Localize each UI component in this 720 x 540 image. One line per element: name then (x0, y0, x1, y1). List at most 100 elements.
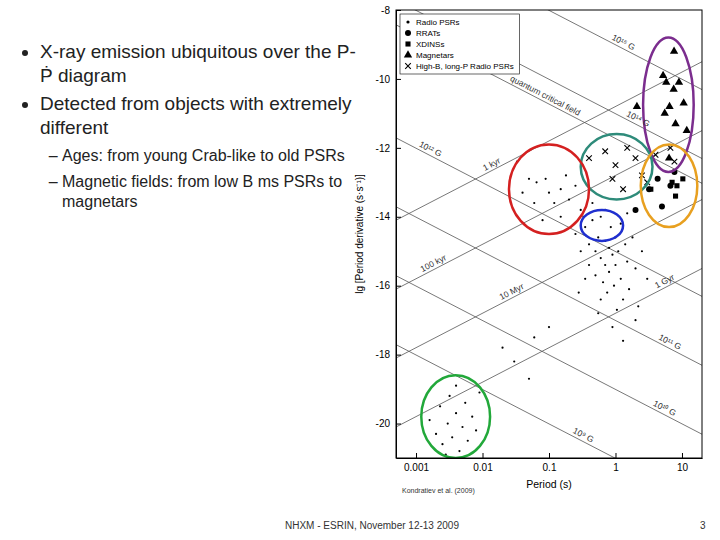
point (455, 412, 457, 414)
point (597, 236, 599, 238)
x-tick-label: 0.1 (543, 462, 557, 473)
point (580, 250, 582, 252)
reference-line (396, 131, 702, 290)
point (633, 207, 639, 213)
point (513, 360, 515, 362)
point (683, 126, 691, 133)
x-tick-mark (416, 453, 417, 458)
y-tick-mark (396, 286, 401, 287)
y-tick: -12 (376, 143, 401, 154)
x-tick-label: 10 (677, 462, 689, 473)
y-axis-line (396, 11, 397, 459)
y-tick-label: -20 (376, 418, 391, 429)
point (665, 102, 673, 109)
point (574, 185, 576, 187)
point (602, 148, 608, 154)
y-tick-label: -16 (376, 280, 391, 291)
plot-frame (396, 10, 702, 458)
series-group (586, 145, 677, 192)
point (464, 402, 466, 404)
x-tick: 0.1 (543, 453, 557, 473)
y-tick-mark (396, 148, 401, 149)
point (578, 291, 580, 293)
point (521, 192, 523, 194)
chart: 10¹⁵ G10¹⁴ Gquantum critical field10¹² G… (352, 0, 714, 496)
point (674, 183, 679, 188)
point (560, 188, 562, 190)
point (622, 298, 624, 300)
reference-label: 10⁹ G (571, 425, 595, 444)
reference-label: 1 kyr (481, 155, 502, 172)
reference-line (396, 276, 702, 435)
point (622, 340, 624, 342)
reference-label: 100 kyr (419, 252, 449, 274)
bullet-text: X-ray emission ubiquitous over the P-Ṗ d… (40, 41, 356, 86)
point (541, 219, 543, 221)
point (634, 267, 636, 269)
point (447, 422, 449, 424)
point (633, 155, 639, 161)
point (588, 243, 590, 245)
chart-container: 10¹⁵ G10¹⁴ Gquantum critical field10¹² G… (352, 0, 714, 500)
source-note: Kondratiev et al. (2009) (402, 487, 475, 495)
plot-area (396, 10, 702, 458)
legend-marker (404, 50, 412, 57)
point (646, 278, 648, 280)
reference-label: 1 Gyr (653, 272, 676, 291)
point (673, 194, 678, 199)
point (610, 176, 616, 182)
point (478, 391, 480, 393)
point (617, 250, 619, 252)
x-tick-mark (549, 453, 550, 458)
point (626, 260, 628, 262)
point (662, 78, 670, 85)
point (614, 264, 616, 266)
point (611, 254, 613, 256)
x-tick: 0.01 (473, 453, 493, 473)
point (600, 257, 602, 259)
footer: NHXM - ESRIN, November 12-13 2009 (285, 520, 459, 531)
reference-line (396, 10, 702, 159)
point (600, 216, 602, 218)
point (594, 250, 596, 252)
x-tick-label: 0.001 (404, 462, 429, 473)
x-axis-line (397, 458, 703, 459)
point (675, 78, 683, 85)
point (620, 278, 622, 280)
bullet-list: X-ray emission ubiquitous over the P-Ṗ d… (18, 40, 358, 212)
point (568, 198, 570, 200)
y-tick: -16 (376, 280, 401, 291)
sub-bullet: Magnetic fields: from low B ms PSRs to m… (62, 172, 358, 212)
point (528, 178, 530, 180)
y-tick-label: -18 (376, 349, 391, 360)
point (670, 47, 678, 54)
y-tick: -18 (376, 349, 401, 360)
bullet-text: Detected from objects with extremely dif… (40, 93, 352, 138)
y-tick-label: -8 (381, 5, 390, 16)
point (680, 98, 688, 105)
reference-line (396, 268, 702, 427)
x-tick-mark (615, 453, 616, 458)
legend-marker (405, 30, 411, 36)
point (655, 176, 661, 182)
point (602, 281, 604, 283)
point (584, 278, 586, 280)
x-tick: 10 (677, 453, 689, 473)
region-ellipse (581, 210, 623, 241)
reference-line (396, 10, 702, 90)
reference-line (396, 207, 702, 366)
y-tick-mark (396, 217, 401, 218)
point (574, 233, 576, 235)
point (631, 236, 633, 238)
point (451, 436, 453, 438)
series-group (428, 161, 648, 456)
point (597, 312, 599, 314)
point (616, 309, 618, 311)
bullet: X-ray emission ubiquitous over the P-Ṗ d… (40, 40, 358, 88)
point (659, 203, 665, 209)
point (458, 450, 460, 452)
reference-label: 10¹¹ G (657, 332, 683, 352)
legend: Radio PSRsRRATsXDINSsMagnetarsHigh-B, lo… (400, 14, 520, 74)
point (591, 202, 593, 204)
region-ellipse (641, 144, 698, 227)
